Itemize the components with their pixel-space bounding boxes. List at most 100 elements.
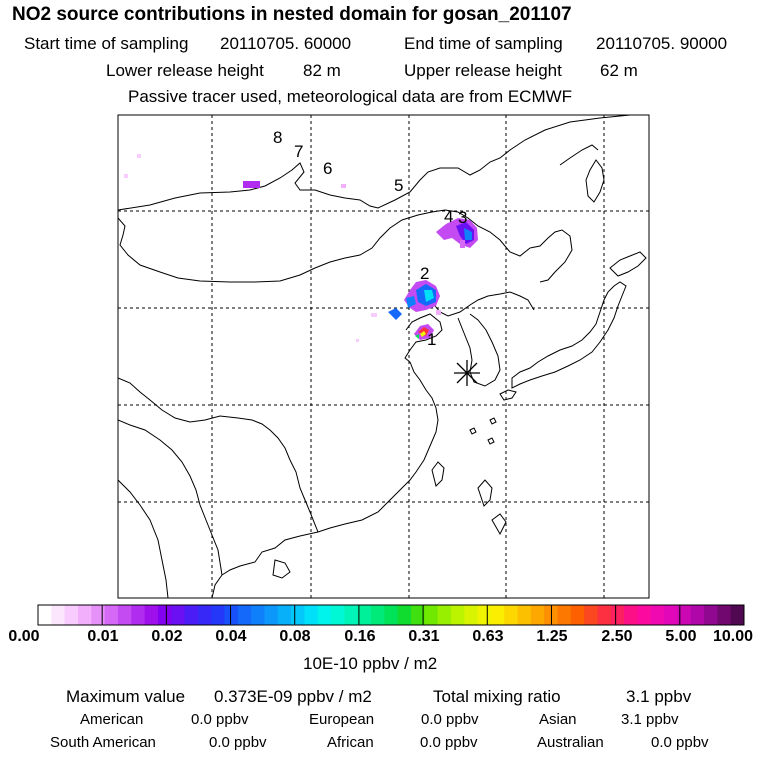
colorbar-cell <box>344 605 359 625</box>
colorbar-cell <box>504 605 518 625</box>
colorbar-cell <box>211 605 225 625</box>
colorbar-cell <box>557 605 572 625</box>
colorbar-tick-label: 1.25 <box>536 628 568 645</box>
colorbar-cell <box>437 605 452 625</box>
colorbar-cell <box>450 605 465 625</box>
max-value: 0.373E-09 ppbv / m2 <box>214 687 372 706</box>
figure-title: NO2 source contributions in nested domai… <box>12 4 572 25</box>
plume-source-2-peak <box>424 290 434 302</box>
source-label-1: 1 <box>427 330 436 349</box>
colorbar-cell <box>317 605 332 625</box>
start-time-value: 20110705. 60000 <box>220 34 352 53</box>
colorbar-cell <box>331 605 345 625</box>
upper-height-value: 62 m <box>600 61 638 80</box>
region-value-asian: 3.1 ppbv <box>621 711 679 728</box>
end-time-label: End time of sampling <box>404 34 563 53</box>
plume-source-6 <box>341 184 346 188</box>
colorbar-cell <box>530 605 545 625</box>
region-name-american: American <box>80 711 144 728</box>
concentration-field <box>124 154 478 342</box>
colorbar-cell <box>664 605 678 625</box>
colorbar-tick-label: 0.08 <box>279 628 311 645</box>
colorbar-cell <box>64 605 79 625</box>
source-label-6: 6 <box>323 159 332 178</box>
end-time-value: 20110705. 90000 <box>596 34 728 53</box>
source-labels: 8 7 6 5 4 3 2 1 <box>273 128 467 349</box>
plume-source-1-edge <box>415 334 419 339</box>
colorbar-tick-label: 0.01 <box>87 628 119 645</box>
colorbar-cell <box>184 605 199 625</box>
colorbar-cell <box>650 605 665 625</box>
colorbar-cell <box>371 605 385 625</box>
graticule <box>118 115 649 598</box>
colorbar-cell <box>464 605 478 625</box>
source-label-2: 2 <box>420 264 429 283</box>
colorbar-cell <box>637 605 652 625</box>
upper-height-label: Upper release height <box>404 61 562 80</box>
max-value-label: Maximum value <box>66 687 186 706</box>
colorbar-tick-label: 5.00 <box>665 628 697 645</box>
colorbar-cell <box>224 605 239 625</box>
region-value-african: 0.0 ppbv <box>420 734 478 751</box>
colorbar-tick-label: 0.31 <box>408 628 440 645</box>
plume-speck <box>436 310 441 315</box>
colorbar-cell <box>490 605 505 625</box>
colorbar-cell <box>730 605 745 625</box>
region-name-african: African <box>327 734 374 751</box>
colorbar-cell <box>410 605 425 625</box>
lower-height-label: Lower release height <box>106 61 264 80</box>
colorbar-cell <box>197 605 212 625</box>
colorbar-cell <box>51 605 66 625</box>
colorbar-cell <box>357 605 372 625</box>
colorbar-cell <box>291 605 305 625</box>
source-label-8: 8 <box>273 128 282 147</box>
colorbar-cell <box>264 605 279 625</box>
plume-source-2-lobe <box>406 296 416 308</box>
map-frame <box>117 114 650 599</box>
colorbar-cell <box>131 605 145 625</box>
colorbar-cell <box>304 605 319 625</box>
colorbar-cell <box>610 605 625 625</box>
plume-source-8 <box>243 181 260 188</box>
colorbar-cell <box>77 605 92 625</box>
plume-speck <box>124 174 128 178</box>
colorbar-tick-label: 0.00 <box>8 628 40 645</box>
colorbar-cell <box>277 605 292 625</box>
region-value-south-american: 0.0 ppbv <box>209 734 267 751</box>
region-value-european: 0.0 ppbv <box>421 711 479 728</box>
total-mixing-label: Total mixing ratio <box>433 687 561 706</box>
region-value-australian: 0.0 ppbv <box>651 734 709 751</box>
plume-speck <box>356 339 359 342</box>
colorbar-cell <box>584 605 598 625</box>
region-name-south-american: South American <box>50 734 156 751</box>
coastlines <box>118 115 649 598</box>
colorbar-cell <box>251 605 265 625</box>
region-name-european: European <box>309 711 375 728</box>
colorbar-tick-label: 0.04 <box>215 628 247 645</box>
colorbar-cell <box>384 605 399 625</box>
source-label-3: 3 <box>458 208 467 227</box>
start-time-label: Start time of sampling <box>24 34 189 53</box>
plume-source-1-max <box>420 331 426 337</box>
colorbar-tick-label: 0.63 <box>472 628 504 645</box>
plume-speck <box>460 240 465 248</box>
colorbar-cell <box>157 605 172 625</box>
receptor-asterisk-icon <box>454 360 480 386</box>
colorbar-cell <box>477 605 492 625</box>
map-area: 8 7 6 5 4 3 2 1 <box>118 115 649 598</box>
region-name-australian: Australian <box>537 734 604 751</box>
colorbar-cell <box>517 605 532 625</box>
colorbar-cell <box>104 605 119 625</box>
colorbar-cell <box>624 605 638 625</box>
colorbar-cell <box>237 605 252 625</box>
colorbar-tick-label: 10.00 <box>712 628 754 645</box>
colorbar-cell <box>704 605 718 625</box>
colorbar-tick-label: 0.16 <box>344 628 376 645</box>
region-name-asian: Asian <box>539 711 577 728</box>
colorbar-cell <box>397 605 412 625</box>
colorbar-cell <box>117 605 132 625</box>
colorbar-cell <box>677 605 692 625</box>
colorbar-cell <box>171 605 185 625</box>
colorbar-cell <box>424 605 439 625</box>
colorbar-unit-label: 10E-10 ppbv / m2 <box>303 654 438 673</box>
